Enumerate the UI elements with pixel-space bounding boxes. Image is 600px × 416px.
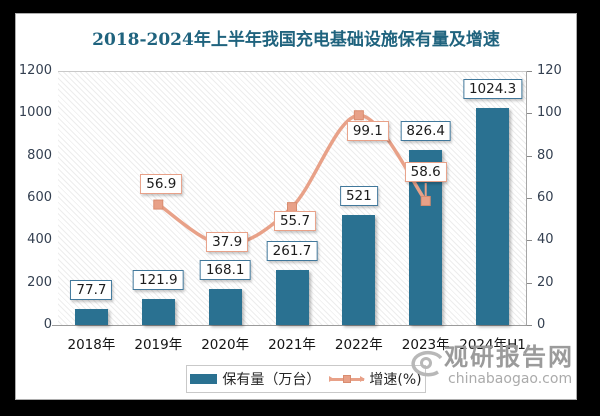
chart-canvas: 2018-2024年上半年我国充电基础设施保有量及增速 0 200 400 600 80…	[15, 13, 577, 400]
x-axis-category-label: 2024年H1	[459, 337, 526, 353]
right-axis-tick-label: 60	[537, 190, 554, 205]
left-axis-tick-label: 1000	[18, 105, 52, 121]
bar-2018年	[74, 308, 108, 325]
x-axis-category-label: 2023年	[401, 337, 450, 353]
left-axis-tick-label: 200	[27, 274, 52, 290]
bar-2022年	[342, 214, 376, 325]
watermark: 观研报告网 chinabaogao.com	[408, 344, 574, 388]
bar-value-label: 826.4	[400, 121, 452, 142]
bar-2021年	[275, 269, 309, 325]
right-axis-tick-label: 20	[537, 274, 554, 290]
right-axis-tick-label: 0	[537, 317, 546, 332]
x-axis-line	[52, 325, 527, 326]
x-axis-category-label: 2022年	[334, 337, 383, 353]
bar-2020年	[208, 289, 242, 325]
x-axis-category-label: 2020年	[201, 337, 250, 353]
growth-value-label: 56.9	[140, 173, 183, 194]
right-axis-tick-mark	[527, 240, 532, 242]
chart-title: 2018-2024年上半年我国充电基础设施保有量及增速	[92, 30, 500, 50]
right-axis-tick-mark	[527, 325, 532, 326]
x-axis-category-label: 2021年	[268, 337, 316, 353]
x-axis-category-label: 2019年	[134, 337, 183, 353]
growth-value-label: 37.9	[206, 231, 249, 252]
right-axis-tick-mark	[527, 198, 532, 199]
bar-2024年H1	[476, 108, 510, 325]
legend-item-line: 增速(%)	[329, 369, 422, 389]
bar-2019年	[141, 299, 175, 325]
left-axis-tick-label: 0	[43, 317, 52, 332]
right-axis-tick-mark	[527, 155, 532, 157]
right-axis-tick-mark	[527, 71, 532, 72]
bar-value-label: 1024.3	[462, 79, 523, 100]
x-axis-category-label: 2018年	[67, 337, 116, 353]
right-axis-tick-mark	[527, 113, 532, 115]
eye-logo-icon	[411, 350, 442, 377]
bar-value-label: 121.9	[132, 270, 184, 291]
left-axis-tick-label: 800	[27, 147, 52, 163]
growth-value-label: 58.6	[404, 161, 447, 182]
legend: 保有量（万台） 增速(%)	[186, 365, 426, 393]
growth-value-label: 55.7	[273, 211, 317, 232]
left-axis-tick-label: 400	[27, 232, 52, 248]
right-axis-tick-label: 120	[537, 63, 562, 78]
watermark-site-url: chinabaogao.com	[448, 371, 573, 387]
line-marker-swatch-icon	[329, 375, 366, 384]
bar-value-label: 521	[339, 185, 378, 206]
bar-value-label: 261.7	[266, 240, 318, 261]
left-axis-tick-label: 1200	[18, 63, 52, 78]
watermark-site-name: 观研报告网	[444, 343, 574, 371]
right-axis-tick-mark	[527, 282, 532, 284]
left-axis-tick-label: 600	[27, 190, 52, 205]
bar-swatch-icon	[190, 374, 218, 384]
growth-value-label: 99.1	[346, 121, 389, 142]
bar-value-label: 168.1	[199, 260, 251, 281]
legend-item-bar: 保有量（万台）	[190, 369, 320, 389]
right-axis-tick-label: 80	[537, 147, 554, 163]
right-axis-tick-label: 100	[537, 105, 562, 121]
right-axis-tick-label: 40	[537, 232, 554, 248]
bar-legend-label: 保有量（万台）	[222, 372, 321, 388]
line-legend-label: 增速(%)	[369, 372, 422, 388]
bar-value-label: 77.7	[70, 279, 113, 300]
